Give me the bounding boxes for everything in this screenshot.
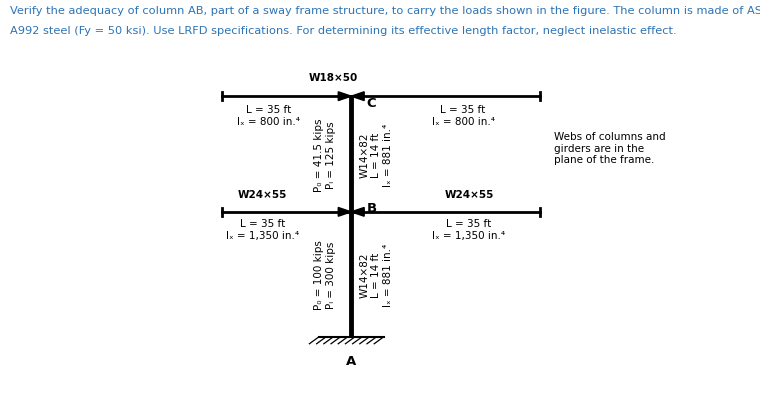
Text: B: B — [366, 201, 377, 214]
Polygon shape — [351, 208, 364, 217]
Text: C: C — [366, 97, 376, 110]
Text: A: A — [346, 354, 356, 367]
Polygon shape — [338, 93, 351, 101]
Polygon shape — [338, 208, 351, 217]
Text: W24×55: W24×55 — [445, 190, 494, 200]
Text: Verify the adequacy of column AB, part of a sway frame structure, to carry the l: Verify the adequacy of column AB, part o… — [10, 6, 760, 16]
Polygon shape — [351, 93, 364, 101]
Text: W24×55: W24×55 — [238, 190, 287, 200]
Text: L = 35 ft
Iₓ = 800 in.⁴: L = 35 ft Iₓ = 800 in.⁴ — [237, 105, 300, 126]
Text: W14×82
L = 14 ft
Iₓ = 881 in.⁴: W14×82 L = 14 ft Iₓ = 881 in.⁴ — [359, 243, 393, 306]
Text: Webs of columns and
girders are in the
plane of the frame.: Webs of columns and girders are in the p… — [555, 132, 666, 165]
Text: P₀ = 41.5 kips
Pₗ = 125 kips: P₀ = 41.5 kips Pₗ = 125 kips — [314, 118, 335, 191]
Text: A992 steel (Fy = 50 ksi). Use LRFD specifications. For determining its effective: A992 steel (Fy = 50 ksi). Use LRFD speci… — [10, 26, 676, 36]
Text: P₀ = 100 kips
Pₗ = 300 kips: P₀ = 100 kips Pₗ = 300 kips — [314, 240, 335, 309]
Text: W18×50: W18×50 — [309, 73, 358, 83]
Text: L = 35 ft
Iₓ = 800 in.⁴: L = 35 ft Iₓ = 800 in.⁴ — [432, 105, 495, 126]
Text: W14×82
L = 14 ft
Iₓ = 881 in.⁴: W14×82 L = 14 ft Iₓ = 881 in.⁴ — [359, 123, 393, 186]
Text: L = 35 ft
Iₓ = 1,350 in.⁴: L = 35 ft Iₓ = 1,350 in.⁴ — [226, 219, 299, 240]
Text: L = 35 ft
Iₓ = 1,350 in.⁴: L = 35 ft Iₓ = 1,350 in.⁴ — [432, 219, 505, 240]
